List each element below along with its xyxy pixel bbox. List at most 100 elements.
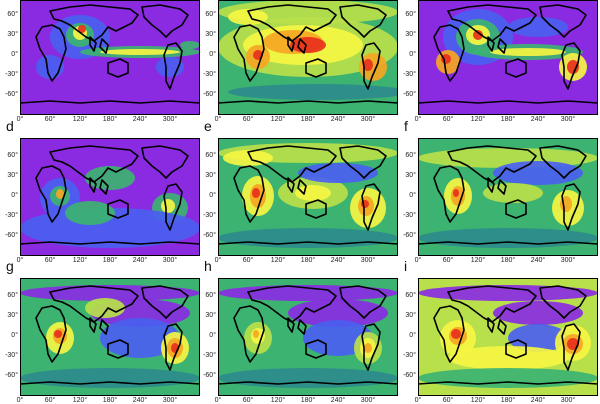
contour-blob: [451, 186, 465, 206]
x-tick-label: 60°: [442, 397, 454, 404]
x-tick-label: 300°: [360, 257, 376, 264]
contour-blob: [85, 166, 135, 190]
contour-blob: [218, 228, 398, 248]
coastline: [233, 24, 265, 82]
panel-frame: [20, 278, 200, 396]
x-tick-label: 300°: [360, 116, 376, 123]
contour-blob: [567, 60, 579, 74]
y-tick-label: 30°: [205, 31, 216, 38]
contour-blob: [56, 189, 64, 199]
panel-frame: [20, 0, 200, 115]
map-panel-a: [20, 0, 200, 115]
coastline: [505, 339, 527, 359]
x-tick-label: 180°: [300, 257, 316, 264]
contour-blob: [508, 17, 568, 37]
y-tick-label: -30°: [5, 352, 18, 359]
panel-frame: [218, 0, 398, 115]
map-panel-h: [218, 278, 398, 396]
panel-label-e: e: [204, 118, 212, 134]
x-tick-label: 60°: [442, 116, 454, 123]
y-tick-label: 0°: [409, 192, 416, 199]
coastline: [418, 100, 598, 104]
contour-blob: [218, 368, 398, 388]
contour-blob: [418, 368, 598, 388]
y-tick-label: 0°: [11, 192, 18, 199]
coastline: [339, 4, 387, 38]
contour-blob: [298, 163, 378, 183]
contour-blob: [85, 298, 125, 318]
coastline: [361, 183, 381, 231]
x-tick-label: 300°: [162, 116, 178, 123]
coastline: [339, 285, 387, 319]
y-tick-label: 60°: [405, 292, 416, 299]
y-tick-label: 0°: [409, 51, 416, 58]
x-tick-label: 0°: [16, 116, 24, 123]
x-tick-label: 180°: [500, 397, 516, 404]
y-tick-label: -60°: [403, 372, 416, 379]
contour-blob: [493, 301, 583, 325]
map-d: [20, 138, 200, 256]
coastline: [89, 177, 109, 195]
x-tick-label: 0°: [414, 397, 422, 404]
coastline: [107, 199, 129, 219]
coastline: [487, 177, 507, 195]
panel-label-h: h: [204, 258, 212, 274]
coastline: [247, 145, 337, 183]
x-tick-label: 0°: [414, 116, 422, 123]
coastline: [305, 199, 327, 219]
y-tick-label: 60°: [405, 152, 416, 159]
map-panel-c: [418, 0, 598, 115]
coastline: [561, 42, 581, 90]
coastline: [49, 145, 139, 183]
y-tick-label: -30°: [5, 71, 18, 78]
y-tick-label: -60°: [403, 232, 416, 239]
coastline: [539, 145, 587, 179]
contour-blob: [448, 346, 568, 370]
x-tick-label: 60°: [242, 257, 254, 264]
y-tick-label: 0°: [409, 332, 416, 339]
y-tick-label: -30°: [403, 212, 416, 219]
map-a: [20, 0, 200, 115]
y-tick-label: 0°: [11, 51, 18, 58]
contour-blob: [295, 185, 331, 201]
y-tick-label: -60°: [203, 372, 216, 379]
map-h: [218, 278, 398, 396]
coastline: [218, 381, 398, 385]
panel-label-i: i: [404, 258, 408, 274]
coastline: [89, 36, 109, 54]
coastline: [287, 177, 307, 195]
coastline: [487, 36, 507, 54]
y-tick-label: -30°: [403, 352, 416, 359]
coastline: [107, 339, 129, 359]
coastline: [218, 100, 398, 104]
x-tick-label: 240°: [132, 116, 148, 123]
contour-blob: [252, 188, 260, 198]
coastline: [107, 58, 129, 78]
coastline: [35, 305, 67, 363]
panel-label-f: f: [404, 118, 408, 134]
map-panel-g: [20, 278, 200, 396]
y-tick-label: 30°: [405, 312, 416, 319]
y-tick-label: 60°: [205, 11, 216, 18]
x-tick-label: 120°: [270, 397, 286, 404]
contour-blob: [363, 59, 373, 71]
x-tick-label: 240°: [132, 257, 148, 264]
panel-frame: [418, 0, 598, 115]
coastline: [433, 24, 465, 82]
x-tick-label: 300°: [560, 397, 576, 404]
coastline: [433, 305, 465, 363]
coastline: [305, 339, 327, 359]
y-tick-label: -60°: [5, 232, 18, 239]
x-tick-label: 180°: [300, 397, 316, 404]
coastline: [433, 165, 465, 223]
coastline: [447, 4, 537, 42]
contour-blob: [78, 25, 86, 33]
y-tick-label: 60°: [405, 11, 416, 18]
x-tick-label: 240°: [530, 257, 546, 264]
map-b: [218, 0, 398, 115]
contour-blob: [161, 199, 175, 213]
y-tick-label: 60°: [7, 152, 18, 159]
coastline: [418, 381, 598, 385]
contour-blob: [441, 54, 451, 64]
x-tick-label: 120°: [270, 257, 286, 264]
